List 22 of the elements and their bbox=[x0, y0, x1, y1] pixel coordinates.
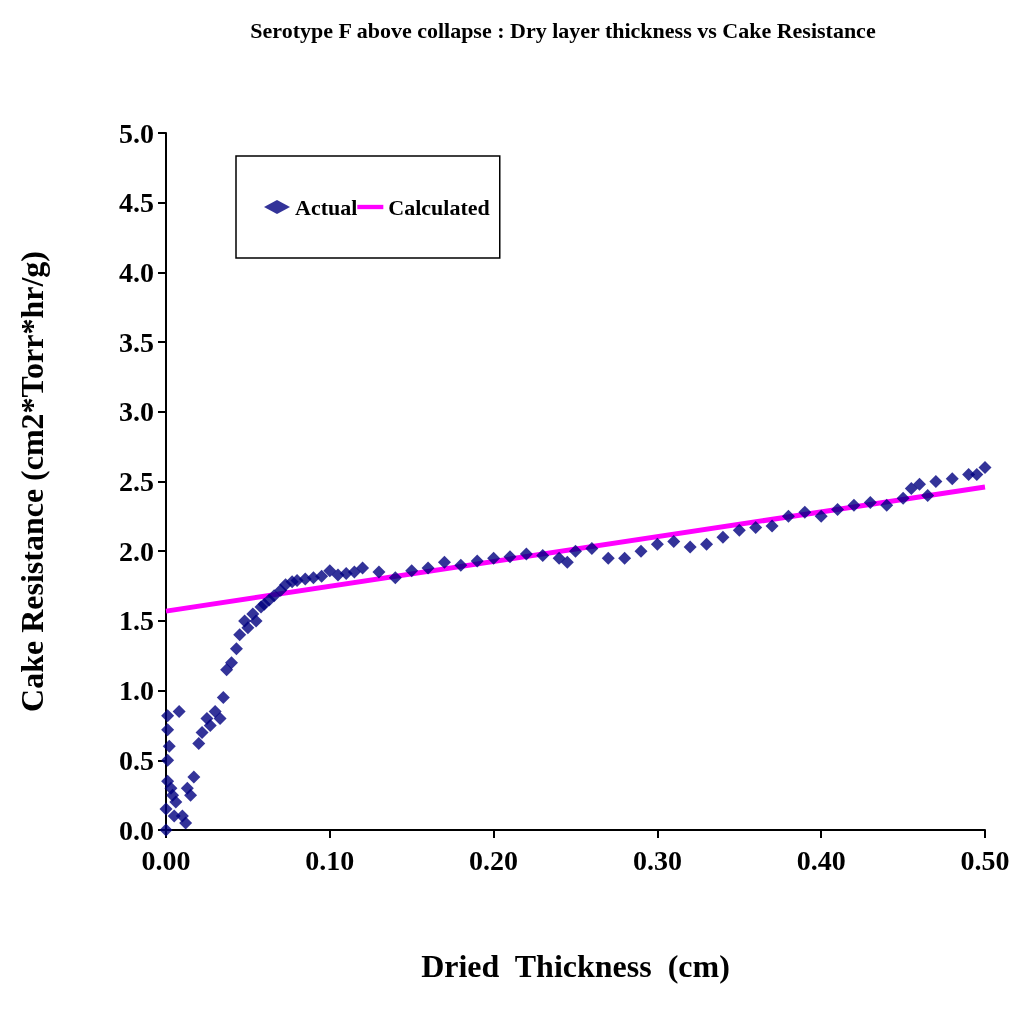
chart-title: Serotype F above collapse : Dry layer thickness vs Cake Resistance bbox=[249, 17, 877, 45]
legend-label: Actual bbox=[295, 194, 358, 220]
y-axis-title: Cake Resistance (cm2*Torr*hr/g) bbox=[14, 251, 50, 712]
x-tick-label: 0.00 bbox=[141, 844, 191, 876]
y-tick-label: 4.0 bbox=[119, 256, 154, 288]
y-tick-label: 0.0 bbox=[119, 814, 154, 846]
y-tick-label: 0.5 bbox=[119, 744, 154, 776]
x-tick-label: 0.30 bbox=[632, 844, 682, 876]
y-tick-label: 3.5 bbox=[119, 326, 154, 358]
legend-label: Calculated bbox=[388, 194, 490, 220]
x-axis-title: Dried Thickness (cm) bbox=[421, 948, 730, 984]
x-tick-label: 0.50 bbox=[960, 844, 1010, 876]
y-tick-label: 4.5 bbox=[119, 187, 154, 219]
y-tick-label: 3.0 bbox=[119, 396, 154, 428]
y-tick-label: 2.5 bbox=[119, 466, 154, 497]
y-tick-label: 1.0 bbox=[119, 675, 154, 707]
x-tick-label: 0.40 bbox=[796, 844, 846, 876]
y-tick-label: 2.0 bbox=[119, 535, 154, 567]
y-tick-label: 1.5 bbox=[119, 605, 154, 637]
x-tick-label: 0.20 bbox=[469, 844, 519, 876]
y-tick-label: 5.0 bbox=[119, 117, 154, 149]
x-tick-label: 0.10 bbox=[305, 844, 355, 876]
